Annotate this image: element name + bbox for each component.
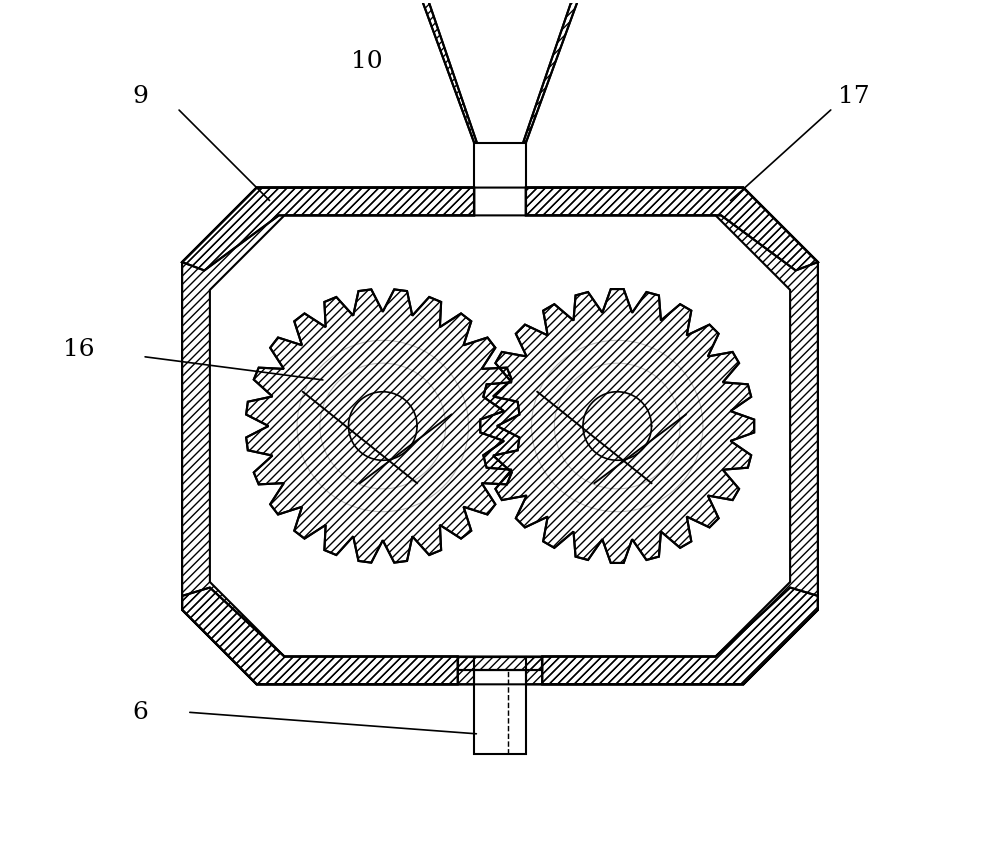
Bar <box>474 175 526 217</box>
Polygon shape <box>182 187 818 684</box>
Bar <box>474 651 526 689</box>
Text: 17: 17 <box>838 85 869 108</box>
Polygon shape <box>480 289 754 563</box>
Polygon shape <box>210 216 790 657</box>
Text: 10: 10 <box>351 51 383 74</box>
Text: 9: 9 <box>132 85 148 108</box>
Text: 6: 6 <box>132 701 148 724</box>
Bar <box>474 670 526 754</box>
Text: 16: 16 <box>63 338 94 361</box>
Polygon shape <box>246 289 519 562</box>
